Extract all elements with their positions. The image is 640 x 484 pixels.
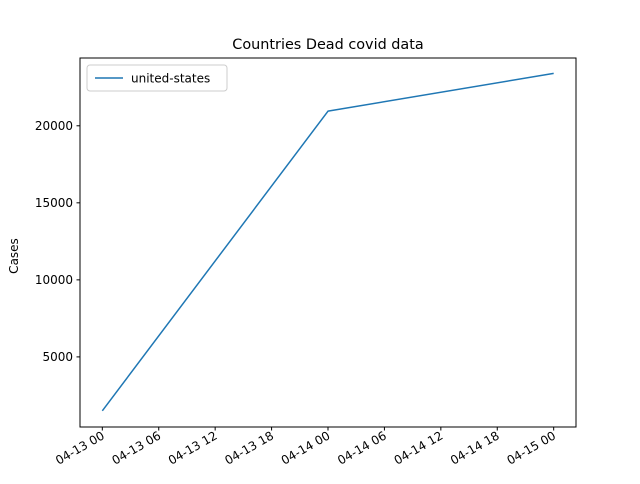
x-tick-label: 04-13 12 <box>166 428 220 467</box>
x-tick-label: 04-13 06 <box>110 428 164 467</box>
x-tick-label: 04-14 18 <box>448 428 502 467</box>
x-tick-label: 04-13 18 <box>222 428 276 467</box>
x-tick-label: 04-14 06 <box>335 428 389 467</box>
plot-frame <box>80 58 576 427</box>
legend: united-states <box>87 65 227 91</box>
x-tick-label: 04-15 00 <box>504 428 558 467</box>
y-tick-label: 10000 <box>35 273 73 287</box>
x-tick-label: 04-14 00 <box>279 428 333 467</box>
x-tick-label: 04-14 12 <box>392 428 446 467</box>
x-tick-label: 04-13 00 <box>53 428 107 467</box>
y-tick-label: 20000 <box>35 119 73 133</box>
legend-label: united-states <box>131 72 210 86</box>
y-tick-label: 15000 <box>35 196 73 210</box>
y-axis-label: Cases <box>7 238 21 274</box>
chart-title: Countries Dead covid data <box>232 37 423 53</box>
series-line-united-states <box>102 73 553 410</box>
y-tick-label: 5000 <box>42 350 73 364</box>
